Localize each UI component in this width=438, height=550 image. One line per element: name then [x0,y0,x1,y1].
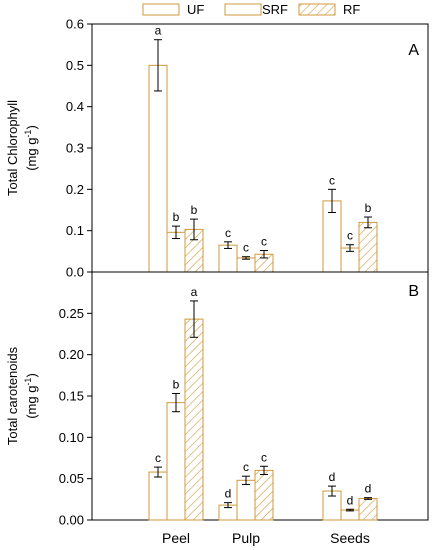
significance-letter-b-pulp-uf: d [225,487,232,501]
y-tick-label-a-0: 0.0 [66,265,84,280]
legend-entry-rf: RF [298,2,360,17]
x-axis-tick-labels: Peel Pulp Seeds [162,530,370,546]
y-axis-label-a-line1: Total Chlorophyll [5,100,20,196]
significance-letter-b-peel-uf: c [155,451,161,465]
legend-entry-srf: SRF [224,2,288,17]
y-tick-label-a-4: 0.4 [66,99,84,114]
legend-swatch-rf [298,3,336,16]
y-tick-label-b-0: 0.00 [59,513,84,528]
y-tick-label-b-2: 0.10 [59,430,84,445]
significance-letter-b-pulp-rf: c [261,450,267,464]
bar-a-pulp-uf [218,244,238,273]
significance-letter-a-peel-srf: b [173,210,180,224]
y-tick-label-a-1: 0.1 [66,223,84,238]
y-tick-label-b-1: 0.05 [59,471,84,486]
legend-swatch-uf [142,3,180,16]
y-tick-label-b-3: 0.15 [59,389,84,404]
significance-letter-a-seeds-rf: b [365,201,372,215]
y-axis-label-b-line1: Total carotenoids [5,346,20,445]
significance-letter-b-peel-srf: b [173,378,180,392]
x-tick-label-seeds: Seeds [330,530,370,546]
legend: UF SRF RF [142,2,360,17]
significance-letter-b-seeds-srf: d [347,493,354,507]
significance-letter-a-peel-rf: b [191,203,198,217]
y-tick-label-b-4: 0.20 [59,347,84,362]
bar-b-peel-rf [184,318,204,521]
y-tick-label-a-6: 0.6 [66,17,84,32]
bar-a-pulp-srf [236,257,256,273]
bar-b-seeds-rf [358,498,378,521]
significance-letter-b-pulp-srf: c [243,460,249,474]
y-axis-label-a-line2: (mg g-1) [23,125,39,171]
significance-letter-a-pulp-srf: c [243,241,249,255]
bar-b-peel-srf [166,402,186,521]
significance-letter-a-seeds-uf: c [329,173,335,187]
legend-label-uf: UF [187,2,204,17]
bar-a-peel-uf [148,64,168,273]
panel-label-b: B [408,283,419,300]
significance-letter-a-pulp-uf: c [225,226,231,240]
bar-a-seeds-rf [358,221,378,273]
x-tick-label-peel: Peel [162,530,190,546]
significance-letter-a-seeds-srf: c [347,229,353,243]
plot-frame-a [91,23,429,273]
significance-letter-b-seeds-rf: d [365,482,372,496]
chart-panel-b: Total carotenoids (mg g-1) B 0.00 0.05 0.1… [5,271,429,528]
legend-entry-uf: UF [142,2,204,17]
x-tick-label-pulp: Pulp [232,530,260,546]
significance-letter-b-peel-rf: a [191,285,198,299]
chart-panel-a: Total Chlorophyll (mg g-1) A 0.0 0.1 0.2 0.… [5,17,429,280]
panel-label-a: A [408,42,419,59]
y-tick-label-b-5: 0.25 [59,306,84,321]
bar-b-pulp-srf [236,479,256,521]
y-tick-label-a-5: 0.5 [66,58,84,73]
significance-letter-a-pulp-rf: c [261,235,267,249]
legend-swatch-srf [224,3,262,16]
significance-letter-a-peel-uf: a [155,24,162,38]
y-axis-label-b-line2: (mg g-1) [23,373,39,419]
legend-label-rf: RF [343,2,360,17]
y-tick-label-a-2: 0.2 [66,182,84,197]
legend-label-srf: SRF [262,2,288,17]
y-tick-label-a-3: 0.3 [66,141,84,156]
bar-b-peel-uf [148,471,168,521]
bar-b-pulp-rf [254,469,274,521]
significance-letter-b-seeds-uf: d [329,470,336,484]
bar-b-seeds-srf [340,509,360,521]
